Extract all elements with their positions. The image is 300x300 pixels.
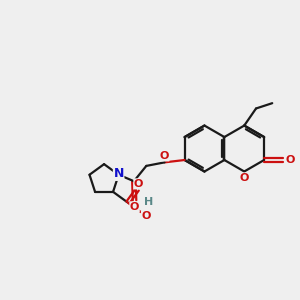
Text: O: O (240, 173, 249, 183)
Text: H: H (144, 196, 154, 206)
Text: O: O (142, 211, 151, 221)
Text: O: O (160, 151, 169, 161)
Text: O: O (285, 155, 294, 165)
Text: O: O (130, 202, 139, 212)
Text: O: O (134, 179, 143, 189)
Text: N: N (113, 167, 124, 180)
